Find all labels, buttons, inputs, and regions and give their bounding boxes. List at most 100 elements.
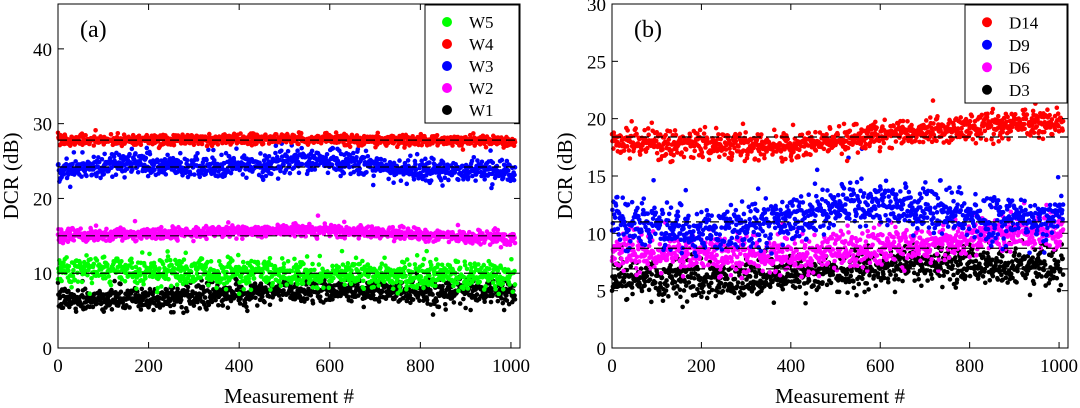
data-point xyxy=(482,177,487,182)
data-point xyxy=(442,301,448,307)
data-point xyxy=(234,236,239,241)
data-point xyxy=(200,284,206,290)
data-point xyxy=(118,289,124,295)
data-point xyxy=(147,286,153,292)
data-point xyxy=(78,226,83,231)
data-point xyxy=(421,256,427,262)
data-point xyxy=(64,255,69,260)
data-point xyxy=(270,280,275,286)
data-point xyxy=(468,307,473,313)
data-point xyxy=(147,151,153,157)
data-point xyxy=(236,291,242,297)
data-point xyxy=(278,297,284,302)
data-point xyxy=(371,284,377,290)
data-point xyxy=(91,154,97,160)
data-point xyxy=(219,152,224,158)
data-point xyxy=(376,283,381,288)
data-point xyxy=(171,309,176,315)
data-point xyxy=(461,296,466,302)
data-point xyxy=(144,145,150,151)
data-point xyxy=(263,285,268,290)
data-point xyxy=(208,259,214,264)
data-point xyxy=(488,299,494,305)
data-point xyxy=(226,220,231,225)
data-point xyxy=(408,300,413,306)
data-point xyxy=(184,157,190,163)
data-point xyxy=(90,304,96,310)
data-point xyxy=(122,278,128,284)
data-point xyxy=(195,150,200,156)
data-point xyxy=(120,238,125,243)
data-point xyxy=(248,287,254,293)
data-point xyxy=(410,297,416,302)
data-point xyxy=(482,299,487,305)
data-point xyxy=(84,253,89,258)
data-point xyxy=(94,258,100,263)
data-point xyxy=(301,261,306,267)
data-point xyxy=(490,182,495,187)
data-point xyxy=(198,275,203,280)
data-point xyxy=(202,295,208,300)
data-point xyxy=(476,262,481,267)
data-point xyxy=(490,160,496,166)
data-point xyxy=(351,150,356,156)
data-point xyxy=(391,180,396,186)
data-point xyxy=(304,254,310,259)
data-point xyxy=(174,282,180,287)
data-point xyxy=(460,147,466,152)
data-point xyxy=(370,182,376,188)
data-point xyxy=(191,238,196,244)
data-point xyxy=(184,308,190,314)
data-point xyxy=(177,150,183,156)
data-point xyxy=(82,286,88,292)
data-point xyxy=(451,283,456,289)
data-point xyxy=(136,303,141,309)
data-point xyxy=(101,309,107,314)
data-point xyxy=(279,256,285,261)
data-point xyxy=(401,225,406,230)
data-point xyxy=(483,284,488,289)
data-point xyxy=(501,307,507,313)
data-points xyxy=(55,128,518,317)
data-point xyxy=(168,257,173,263)
data-point xyxy=(191,303,197,308)
data-point xyxy=(102,151,107,157)
data-point xyxy=(143,276,148,281)
data-point xyxy=(93,223,99,228)
data-point xyxy=(141,281,146,287)
data-point xyxy=(403,274,408,279)
data-point xyxy=(171,302,177,308)
data-point xyxy=(371,173,377,179)
data-point xyxy=(404,257,410,262)
data-point xyxy=(390,286,396,292)
data-point xyxy=(65,239,71,245)
data-point xyxy=(434,298,439,304)
data-point xyxy=(80,150,85,155)
data-point xyxy=(341,170,347,176)
data-point xyxy=(109,307,115,312)
data-point xyxy=(66,263,72,269)
data-point xyxy=(330,263,335,269)
data-point xyxy=(113,172,119,178)
data-point xyxy=(157,266,162,271)
data-point xyxy=(189,293,195,299)
data-point xyxy=(375,130,381,136)
data-point xyxy=(477,279,482,285)
data-point xyxy=(300,281,306,286)
data-point xyxy=(101,254,107,260)
data-point xyxy=(181,257,187,262)
data-point xyxy=(370,292,376,298)
data-point xyxy=(281,288,286,293)
data-point xyxy=(397,158,402,163)
data-point xyxy=(211,147,216,153)
data-point xyxy=(133,151,138,156)
data-point xyxy=(134,286,139,291)
data-point xyxy=(316,262,322,267)
data-point xyxy=(296,141,301,147)
data-point xyxy=(465,286,471,291)
data-point xyxy=(428,178,434,183)
data-point xyxy=(435,262,441,267)
data-point xyxy=(139,250,145,255)
data-point xyxy=(73,309,79,314)
